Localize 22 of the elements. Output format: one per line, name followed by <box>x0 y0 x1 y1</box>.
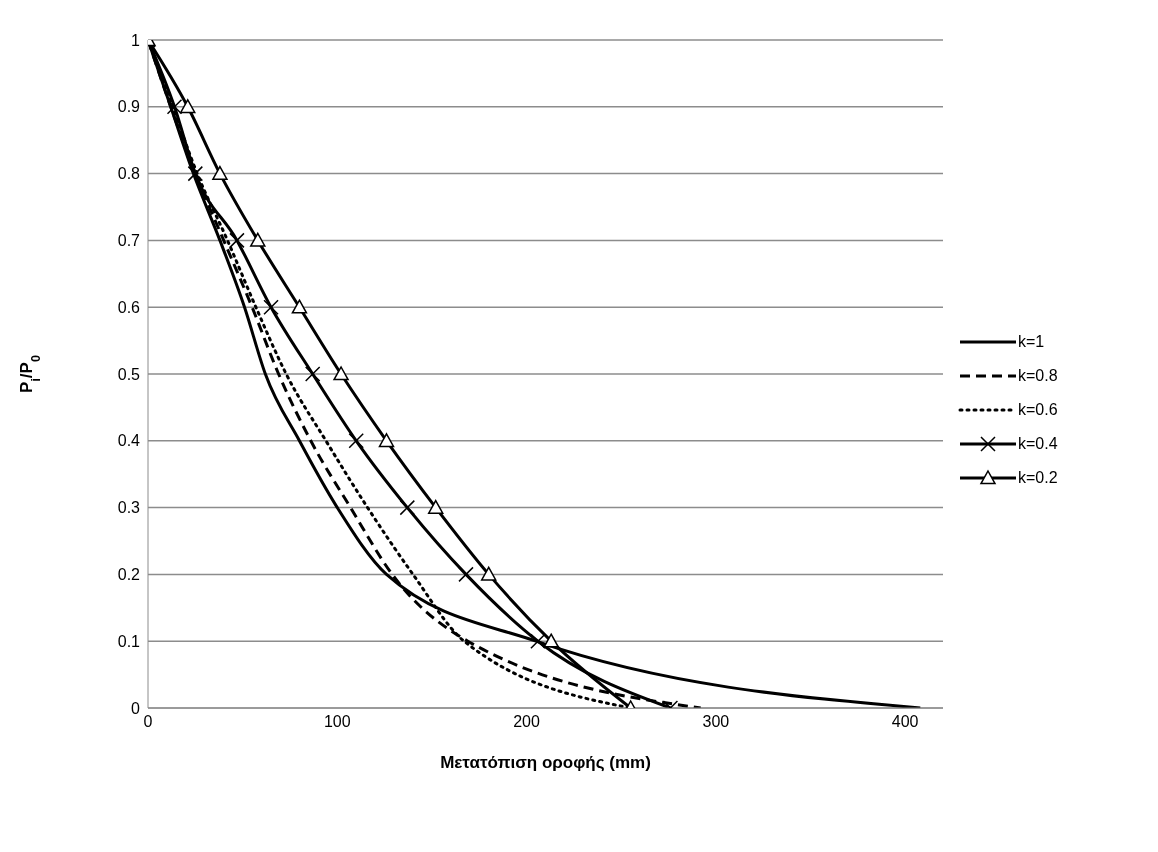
y-tick-label: 0.7 <box>117 232 141 250</box>
legend-label: k=0.8 <box>1018 367 1058 385</box>
legend-label: k=0.2 <box>1018 469 1058 487</box>
y-tick-label: 0.4 <box>117 432 141 450</box>
legend-label: k=0.6 <box>1018 401 1058 419</box>
y-tick-label: 0.1 <box>117 632 141 650</box>
x-tick-label: 200 <box>513 713 541 731</box>
y-tick-label: 1 <box>131 31 141 49</box>
y-tick-label: 0.6 <box>117 298 141 316</box>
y-tick-label: 0.5 <box>117 365 141 383</box>
x-tick-label: 0 <box>143 713 153 731</box>
x-tick-label: 400 <box>891 713 919 731</box>
x-tick-label: 300 <box>702 713 730 731</box>
legend-label: k=1 <box>1018 333 1045 351</box>
x-axis-title: Μετατόπιση οροφής (mm) <box>440 753 651 772</box>
x-tick-label: 100 <box>323 713 351 731</box>
y-tick-label: 0.3 <box>117 499 141 517</box>
y-tick-label: 0.8 <box>117 165 141 183</box>
y-tick-label: 0.9 <box>117 98 141 116</box>
y-tick-label: 0.2 <box>117 566 141 584</box>
y-tick-label: 0 <box>131 699 141 717</box>
legend-label: k=0.4 <box>1018 435 1058 453</box>
